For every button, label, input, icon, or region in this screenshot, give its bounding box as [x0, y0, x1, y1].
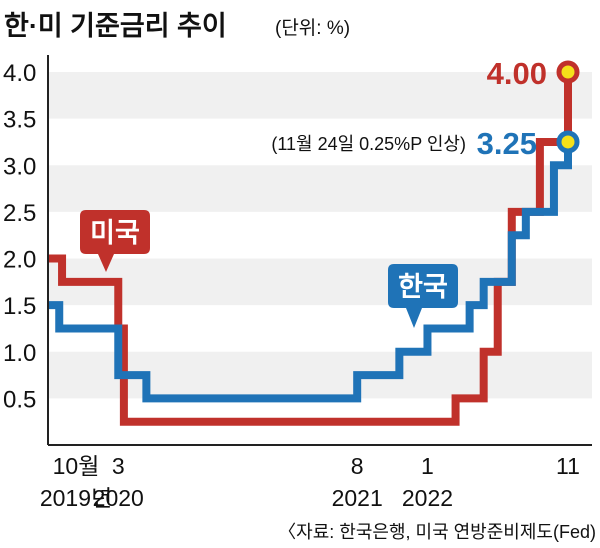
kr-rate-line [48, 141, 572, 403]
y-tick-label: 1.0 [3, 340, 36, 367]
us-last-value: 4.00 [487, 56, 547, 91]
kr-last-value: 3.25 [477, 126, 537, 161]
us-end-point [556, 60, 580, 84]
x-tick-label: 2022 [402, 485, 453, 511]
x-tick-label: 10월 [53, 453, 100, 479]
grid-band [48, 72, 592, 119]
y-tick-label: 2.5 [3, 200, 36, 227]
x-tick-label: 3 [112, 453, 125, 479]
grid-band [48, 165, 592, 212]
us-label: 미국 [90, 218, 140, 248]
us-callout: 미국 [80, 210, 150, 272]
kr-label: 한국 [398, 272, 448, 302]
x-tick-label: 8 [351, 453, 364, 479]
y-axis-ticks: 4.0 3.5 3.0 2.5 2.0 1.5 1.0 0.5 [3, 60, 36, 413]
y-tick-label: 3.0 [3, 153, 36, 180]
kr-callout: 한국 [388, 264, 458, 328]
y-tick-label: 4.0 [3, 60, 36, 87]
unit-label: (단위: %) [275, 17, 350, 39]
x-tick-label: 2020 [93, 485, 144, 511]
y-tick-label: 3.5 [3, 107, 36, 134]
series-lines [48, 60, 580, 426]
y-tick-label: 2.0 [3, 247, 36, 274]
x-tick-label: 2019년 [40, 485, 112, 511]
y-tick-label: 0.5 [3, 386, 36, 413]
kr-note: (11월 24일 0.25%P 인상) [271, 134, 466, 154]
kr-end-point [556, 130, 580, 154]
x-tick-label: 11 [556, 453, 580, 479]
x-tick-label: 2021 [332, 485, 383, 511]
us-label-bubble [80, 210, 150, 272]
kr-label-bubble [388, 264, 458, 328]
y-tick-label: 1.5 [3, 293, 36, 320]
x-tick-label: 1 [421, 453, 434, 479]
chart-title: 한·미 기준금리 추이 [4, 11, 227, 41]
source-note: 〈자료: 한국은행, 미국 연방준비제도(Fed) [278, 522, 596, 542]
